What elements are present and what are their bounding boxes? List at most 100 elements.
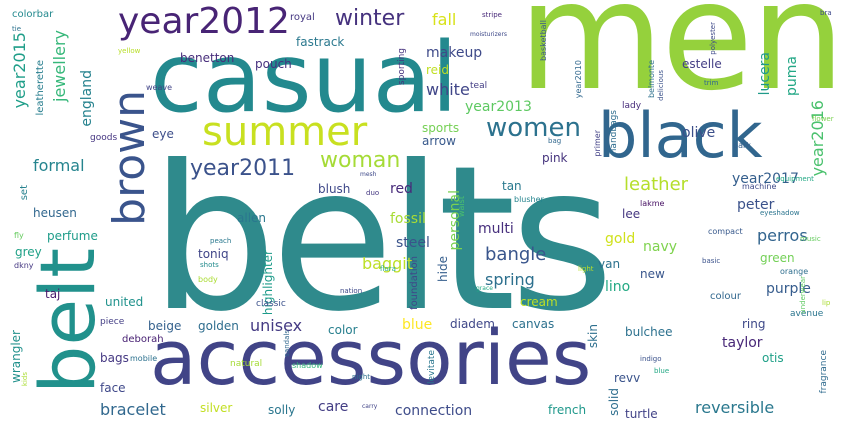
word-pink: pink [542, 151, 568, 165]
word-duo: duo [366, 189, 380, 197]
word-classic: classic [256, 299, 286, 309]
word-bags: bags [100, 351, 129, 365]
word-tie: tie [12, 25, 21, 33]
word-arrow: arrow [422, 134, 456, 148]
word-taylor: taylor [722, 335, 763, 351]
word-hide: hide [436, 256, 450, 282]
word-machine: machine [742, 182, 777, 191]
word-polyester: polyester [709, 22, 717, 55]
word-belmonte: belmonte [647, 60, 656, 99]
word-colour: colour [710, 291, 741, 302]
word-natural: natural [230, 359, 263, 369]
word-primer: primer [593, 130, 602, 157]
word-sporting: sporting [397, 48, 407, 86]
word-reid: reid [426, 63, 450, 77]
word-avenue: avenue [790, 309, 824, 319]
word-bracelet: bracelet [100, 400, 166, 419]
word-equipment: equipment [776, 175, 814, 183]
word-year2015: year2015 [10, 32, 29, 109]
word-kids: kids [21, 372, 29, 387]
word-unisex: unisex [250, 316, 303, 335]
word-year2012: year2012 [118, 1, 290, 42]
word-england: england [79, 70, 95, 127]
word-french: french [548, 403, 587, 417]
word-deborah: deborah [122, 334, 164, 345]
word-toniq: toniq [198, 247, 229, 261]
word-bulchee: bulchee [625, 325, 673, 339]
word-goods: goods [90, 133, 118, 143]
word-brown: brown [104, 90, 155, 226]
word-new: new [640, 267, 665, 281]
word-blue2: blue [654, 367, 670, 375]
word-tan: tan [502, 179, 522, 193]
word-perfume: perfume [47, 229, 98, 243]
word-year2011: year2011 [190, 156, 296, 181]
word-black: black [598, 99, 763, 172]
word-royal: royal [290, 12, 315, 23]
word-waist: waist [457, 196, 466, 217]
word-green: green [760, 251, 795, 265]
word-mobile: mobile [130, 354, 158, 363]
word-golden: golden [198, 319, 239, 333]
word-taj: taj [45, 287, 61, 301]
word-year2017: year2017 [732, 171, 799, 187]
word-music: music [800, 235, 821, 243]
word-men: men [518, 0, 845, 124]
word-face: face [100, 381, 126, 395]
word-night: night [352, 373, 371, 381]
word-trim: trim [704, 79, 719, 87]
word-park: park [733, 141, 751, 150]
word-mesh: mesh [360, 171, 377, 178]
word-basketball: basketball [539, 20, 548, 61]
word-otis: otis [762, 351, 784, 365]
word-accessories: accessories [150, 313, 592, 402]
word-shots: shots [200, 261, 219, 269]
word-carry: carry [362, 403, 378, 410]
word-olive: olive [682, 125, 716, 141]
word-makeup: makeup [426, 45, 483, 61]
word-peter: peter [737, 197, 775, 213]
word-blue: blue [402, 317, 433, 333]
word-canvas: canvas [512, 317, 555, 331]
word-ring: ring [742, 317, 766, 331]
word-fastrack: fastrack [296, 35, 345, 49]
word-solid: solid [607, 388, 621, 416]
word-lip: lip [822, 299, 831, 307]
word-lee: lee [622, 207, 641, 221]
word-spring: spring [485, 270, 535, 289]
word-moisturizers: moisturizers [470, 31, 508, 38]
word-steel: steel [396, 235, 430, 251]
word-body: body [198, 275, 218, 284]
word-lakme: lakme [640, 199, 665, 208]
word-leatherette: leatherette [35, 60, 46, 116]
word-weave: weave [146, 83, 173, 92]
word-benetton: benetton [180, 51, 235, 65]
word-diadem: diadem [450, 317, 495, 331]
word-grace: grace [476, 285, 493, 292]
word-blusher: blusher [514, 195, 544, 204]
word-stripe: stripe [482, 11, 502, 19]
word-underwear: underwear [799, 276, 807, 314]
word-silver: silver [200, 401, 233, 415]
word-blush: blush [318, 182, 351, 196]
word-summer: summer [202, 109, 368, 155]
word-year2016: year2016 [808, 100, 827, 177]
word-dkny: dkny [14, 261, 34, 270]
word-van: van [598, 257, 621, 271]
word-teal: teal [470, 81, 488, 91]
word-fly: fly [14, 231, 24, 240]
word-orange: orange [780, 267, 809, 276]
word-women: women [486, 113, 581, 143]
word-multi: multi [478, 221, 514, 237]
word-fossil: fossil [390, 211, 426, 227]
word-handbags: handbags [609, 110, 619, 155]
word-peach: peach [210, 237, 232, 245]
word-piece: piece [100, 317, 125, 327]
word-estelle: estelle [682, 57, 722, 71]
word-casual: casual [150, 22, 458, 134]
word-yellow: yellow [118, 47, 141, 55]
word-eye: eye [152, 127, 174, 141]
word-beige: beige [148, 319, 182, 333]
word-purple: purple [766, 281, 811, 297]
word-shadow: shadow [292, 361, 323, 370]
